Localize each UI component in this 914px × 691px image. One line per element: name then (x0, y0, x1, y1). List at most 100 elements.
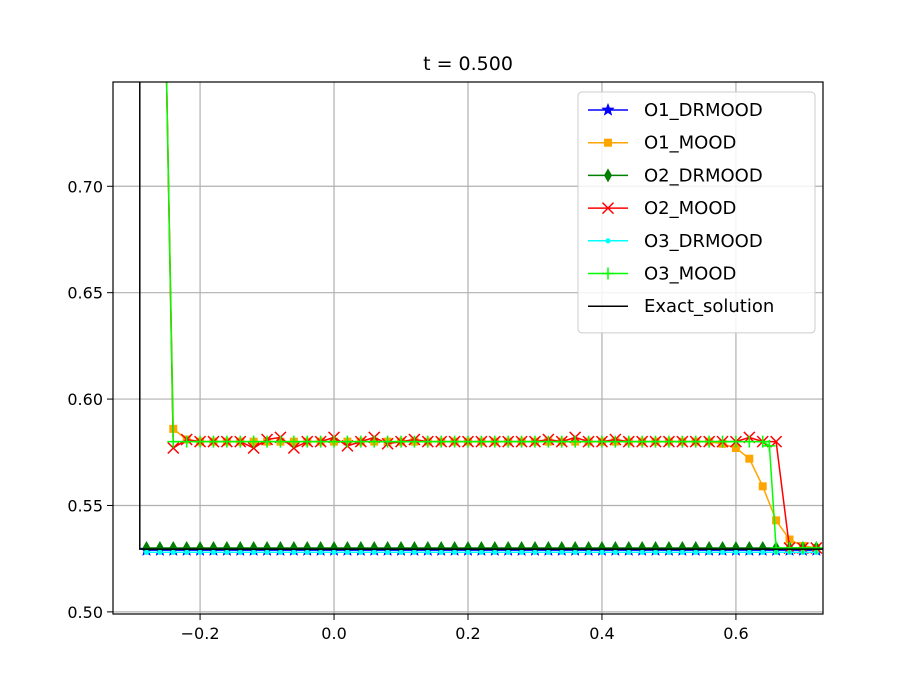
data-point-o3-mood (716, 435, 729, 448)
legend-item-o1-mood: O1_MOOD (588, 133, 736, 154)
legend-item-o2-mood: O2_MOOD (588, 198, 736, 219)
data-point-o3-drmood (197, 549, 203, 555)
data-point-o3-drmood (237, 549, 243, 555)
series-o3-mood (165, 82, 823, 555)
data-point-o3-drmood (385, 549, 391, 555)
data-point-o3-mood (421, 435, 434, 448)
data-point-o3-drmood (264, 549, 270, 555)
data-point-o3-mood (609, 435, 622, 448)
legend-label: O3_DRMOOD (644, 231, 763, 252)
data-point-o3-mood (408, 435, 421, 448)
data-point-o3-drmood (652, 549, 659, 555)
data-point-o3-drmood (251, 549, 257, 555)
data-point-o3-drmood (693, 549, 699, 555)
data-point-o3-drmood (585, 549, 592, 555)
data-point-o3-mood (729, 435, 742, 448)
x-tick-label: −0.2 (181, 624, 220, 643)
legend-label: O2_MOOD (644, 198, 736, 219)
series-exact-solution (139, 82, 823, 550)
legend-marker (601, 102, 615, 116)
data-point-o3-mood (703, 435, 716, 448)
data-point-o3-drmood (425, 549, 431, 555)
data-point-o3-mood (763, 439, 776, 452)
data-point-o3-drmood (719, 549, 726, 555)
data-point-o3-mood (381, 435, 394, 448)
data-point-o3-drmood (706, 549, 712, 555)
legend-box (577, 91, 816, 334)
data-point-o3-drmood (358, 549, 364, 555)
data-point-o3-mood (167, 435, 180, 448)
data-point-o3-mood (475, 435, 488, 448)
data-point-o1-mood (731, 444, 740, 453)
x-axis: −0.2 0.0 0.2 0.4 0.6 (181, 614, 749, 643)
data-point-o3-mood (274, 435, 287, 448)
data-point-o3-drmood (224, 549, 230, 555)
legend-item-o3-drmood: O3_DRMOOD (588, 231, 763, 252)
data-point-o3-mood (569, 435, 582, 448)
data-point-o3-drmood (612, 549, 618, 555)
legend-marker (604, 138, 612, 147)
data-point-o3-mood (194, 435, 207, 448)
data-point-o3-drmood (304, 549, 310, 555)
data-point-o3-mood (689, 435, 702, 448)
data-point-o3-mood (649, 435, 662, 448)
data-point-o3-drmood (344, 549, 351, 555)
data-point-o3-drmood (170, 549, 176, 555)
data-point-o3-drmood (572, 549, 578, 555)
y-tick-label: 0.60 (67, 390, 103, 409)
legend-item-o1-drmood: O1_DRMOOD (588, 100, 763, 121)
data-point-o3-mood (676, 435, 689, 448)
data-point-o3-drmood (559, 549, 565, 555)
legend: O1_DRMOOD O1_MOOD O2_DRMOOD O2_MOOD O3_DRMOO… (577, 91, 816, 334)
data-point-o3-mood (354, 435, 367, 448)
data-point-o2-mood (247, 441, 260, 455)
data-point-o2-mood (287, 441, 300, 455)
data-point-o1-mood (785, 535, 794, 544)
data-point-o3-drmood (291, 549, 297, 555)
data-point-o3-mood (207, 435, 220, 448)
data-point-o3-drmood (599, 549, 605, 555)
x-tick-label: 0.2 (455, 624, 480, 643)
legend-label: O1_MOOD (644, 133, 736, 154)
data-point-o3-mood (515, 435, 528, 448)
data-point-o3-drmood (371, 549, 377, 555)
data-point-o3-drmood (545, 549, 551, 555)
data-point-o3-mood (662, 435, 675, 448)
legend-marker (605, 238, 611, 244)
data-point-o3-mood (462, 435, 474, 448)
series-o3-drmood (143, 549, 819, 555)
data-point-o3-drmood (518, 549, 525, 555)
legend-item-exact-solution: Exact_solution (588, 296, 774, 317)
data-point-o3-drmood (157, 549, 163, 555)
data-point-o3-drmood (318, 549, 324, 555)
data-point-o3-mood (488, 435, 501, 448)
data-point-o3-mood (796, 542, 809, 555)
data-point-o3-mood (622, 435, 635, 448)
data-point-o3-mood (448, 435, 461, 448)
data-point-o3-mood (314, 435, 327, 448)
data-point-o3-mood (220, 435, 233, 448)
data-point-o3-drmood (452, 549, 458, 555)
chart-title: t = 0.500 (423, 53, 513, 75)
data-point-o1-mood (745, 454, 754, 463)
data-point-o3-mood (542, 435, 555, 448)
data-point-o3-drmood (760, 549, 766, 555)
data-point-o3-drmood (277, 549, 284, 555)
legend-label: O1_DRMOOD (644, 100, 763, 121)
data-point-o3-mood (180, 435, 193, 448)
data-point-o3-mood (261, 435, 274, 448)
data-point-o3-drmood (143, 549, 150, 555)
data-point-o2-mood (167, 441, 180, 455)
data-point-o3-mood (247, 435, 260, 448)
data-point-o3-mood (234, 435, 247, 448)
x-tick-label: 0.6 (723, 624, 748, 643)
x-tick-label: 0.4 (589, 624, 614, 643)
data-point-o3-mood (341, 435, 354, 448)
data-point-o3-drmood (746, 549, 752, 555)
legend-marker (601, 202, 615, 215)
data-point-o3-drmood (505, 549, 511, 555)
data-point-o3-mood (582, 435, 595, 448)
data-point-o1-mood (758, 482, 767, 491)
data-point-o3-drmood (331, 549, 337, 555)
